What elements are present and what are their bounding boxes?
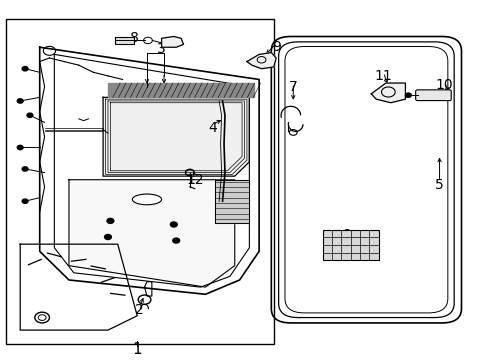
Circle shape: [22, 199, 28, 203]
Circle shape: [27, 113, 33, 117]
Text: 10: 10: [435, 78, 452, 92]
Text: 7: 7: [288, 80, 297, 94]
Circle shape: [17, 145, 23, 150]
Polygon shape: [161, 36, 183, 47]
Bar: [5, 19, 273, 345]
Ellipse shape: [132, 194, 161, 205]
Text: 2: 2: [135, 303, 144, 318]
Circle shape: [107, 219, 114, 224]
Text: 1: 1: [132, 342, 142, 357]
Polygon shape: [246, 53, 276, 69]
Polygon shape: [370, 83, 405, 103]
Bar: [115, 37, 134, 44]
Polygon shape: [215, 180, 249, 223]
Text: 9: 9: [271, 40, 280, 54]
Text: 11: 11: [374, 69, 391, 83]
FancyBboxPatch shape: [415, 90, 450, 100]
Polygon shape: [108, 83, 254, 97]
Circle shape: [22, 67, 28, 71]
Text: 12: 12: [186, 173, 204, 187]
Polygon shape: [103, 97, 249, 176]
Polygon shape: [69, 180, 234, 287]
Circle shape: [172, 238, 179, 243]
Circle shape: [17, 99, 23, 103]
Text: 5: 5: [434, 178, 443, 192]
Circle shape: [405, 93, 410, 97]
Text: 6: 6: [342, 228, 350, 242]
Circle shape: [22, 167, 28, 171]
Text: 3: 3: [157, 42, 165, 56]
Text: 8: 8: [130, 31, 139, 45]
Circle shape: [170, 222, 177, 227]
Text: 4: 4: [208, 121, 217, 135]
Bar: [322, 230, 378, 260]
Circle shape: [104, 234, 111, 239]
